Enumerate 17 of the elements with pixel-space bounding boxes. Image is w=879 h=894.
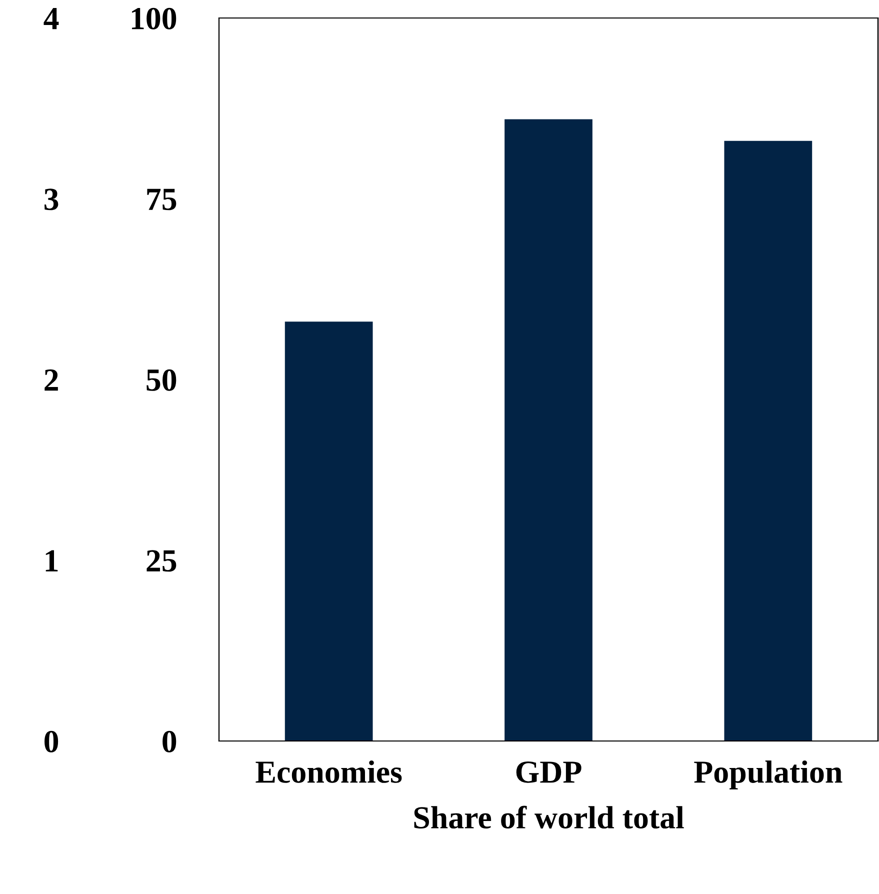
x-tick-label: Population <box>694 760 842 790</box>
bar <box>284 322 373 741</box>
y2-tick-label: 4 <box>44 8 59 30</box>
y2-tick-label: 0 <box>44 730 58 752</box>
y2-tick-label: 2 <box>44 369 58 391</box>
y-tick-label: 100 <box>132 8 176 30</box>
x-tick-label: GDP <box>516 761 582 783</box>
x-tick-label: Economies <box>256 760 402 783</box>
y-tick-label: 75 <box>147 188 176 210</box>
y-tick-label: 25 <box>146 550 176 572</box>
y-tick-label: 50 <box>146 369 176 391</box>
x-axis-title: Share of world total <box>414 806 684 829</box>
y-tick-label: 0 <box>162 730 176 752</box>
y2-tick-label: 1 <box>46 550 58 572</box>
y2-tick-label: 3 <box>44 188 58 210</box>
bar <box>504 119 592 741</box>
bar <box>724 140 812 741</box>
